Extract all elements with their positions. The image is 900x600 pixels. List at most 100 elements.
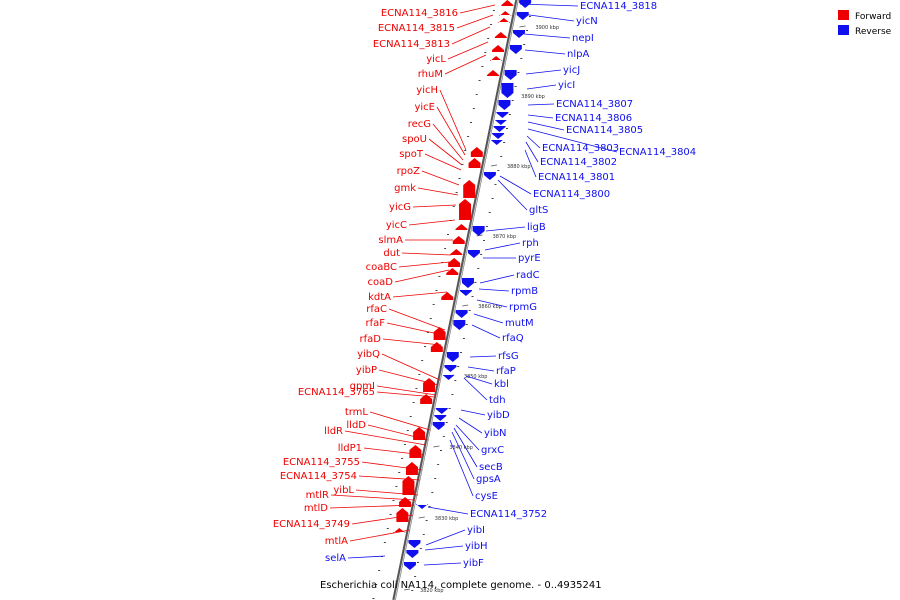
reverse-gene-label[interactable]: ECNA114_3800 [533, 189, 610, 200]
reverse-gene-label[interactable]: yibH [465, 541, 488, 552]
reverse-gene-label[interactable]: nepI [572, 33, 594, 44]
reverse-gene-label[interactable]: rfaQ [502, 333, 524, 344]
forward-gene-label[interactable]: rhuM [418, 69, 443, 80]
reverse-gene-arrow[interactable] [444, 365, 457, 372]
forward-gene-label[interactable]: yicC [386, 220, 407, 231]
reverse-gene-arrow[interactable] [406, 550, 419, 558]
forward-gene-label[interactable]: coaD [368, 277, 394, 288]
reverse-gene-label[interactable]: yicJ [563, 65, 580, 76]
reverse-gene-arrow[interactable] [435, 408, 448, 414]
forward-gene-label[interactable]: trmL [345, 407, 369, 418]
reverse-gene-label[interactable]: rpmG [509, 302, 537, 313]
reverse-gene-arrow[interactable] [432, 422, 445, 430]
forward-gene-arrow[interactable] [409, 445, 422, 458]
forward-gene-arrow[interactable] [450, 249, 463, 255]
forward-gene-label[interactable]: yibL [333, 485, 354, 496]
reverse-gene-label[interactable]: ECNA114_3806 [555, 113, 632, 124]
forward-gene-label[interactable]: dut [383, 248, 400, 259]
forward-gene-label[interactable]: rfaC [366, 304, 387, 315]
reverse-gene-label[interactable]: yibI [467, 525, 485, 536]
forward-gene-label[interactable]: yicL [426, 54, 446, 65]
forward-gene-arrow[interactable] [452, 236, 465, 244]
forward-gene-arrow[interactable] [402, 476, 415, 495]
reverse-gene-label[interactable]: gpsA [476, 474, 501, 485]
forward-gene-label[interactable]: rfaD [360, 334, 382, 345]
reverse-gene-arrow[interactable] [472, 226, 485, 236]
reverse-gene-label[interactable]: mutM [505, 318, 534, 329]
forward-gene-label[interactable]: yicH [416, 85, 438, 96]
forward-gene-arrow[interactable] [490, 56, 503, 61]
reverse-gene-label[interactable]: radC [516, 270, 540, 281]
forward-gene-label[interactable]: coaBC [366, 262, 397, 273]
reverse-gene-arrow[interactable] [483, 172, 496, 180]
forward-gene-arrow[interactable] [455, 224, 468, 230]
reverse-gene-arrow[interactable] [492, 133, 505, 139]
forward-gene-label[interactable]: slmA [378, 235, 403, 246]
reverse-gene-label[interactable]: ECNA114_3801 [538, 172, 615, 183]
forward-gene-label[interactable]: gpmI [350, 381, 375, 392]
reverse-gene-label[interactable]: yibN [484, 428, 507, 439]
forward-gene-label[interactable]: ECNA114_3816 [381, 8, 458, 19]
reverse-gene-arrow[interactable] [516, 12, 529, 20]
forward-gene-arrow[interactable] [423, 378, 436, 392]
forward-gene-label[interactable]: ECNA114_3813 [373, 39, 450, 50]
forward-gene-label[interactable]: yibQ [357, 349, 380, 360]
reverse-gene-label[interactable]: selA [325, 553, 346, 564]
forward-gene-label[interactable]: kdtA [368, 292, 391, 303]
forward-gene-label[interactable]: rpoZ [397, 166, 421, 177]
forward-gene-label[interactable]: ECNA114_3755 [283, 457, 360, 468]
forward-gene-arrow[interactable] [492, 45, 505, 52]
reverse-gene-arrow[interactable] [498, 100, 511, 110]
forward-gene-label[interactable]: rfaF [365, 318, 385, 329]
forward-gene-label[interactable]: spoU [402, 134, 427, 145]
forward-gene-arrow[interactable] [430, 342, 443, 352]
reverse-gene-label[interactable]: ECNA114_3802 [540, 157, 617, 168]
reverse-gene-label[interactable]: rfaP [496, 366, 516, 377]
forward-gene-label[interactable]: yicG [389, 202, 411, 213]
forward-gene-label[interactable]: lldD [346, 420, 366, 431]
forward-gene-arrow[interactable] [470, 147, 483, 157]
reverse-gene-label[interactable]: ECNA114_3804 [619, 147, 696, 158]
reverse-gene-label[interactable]: ECNA114_3752 [470, 509, 547, 520]
reverse-gene-arrow[interactable] [501, 83, 514, 98]
forward-gene-label[interactable]: ECNA114_3815 [378, 23, 455, 34]
reverse-gene-label[interactable]: grxC [481, 445, 504, 456]
reverse-gene-arrow[interactable] [459, 290, 472, 296]
reverse-gene-arrow[interactable] [494, 120, 507, 125]
reverse-gene-arrow[interactable] [467, 250, 480, 258]
reverse-gene-label[interactable]: tdh [489, 395, 506, 406]
forward-gene-label[interactable]: mtlD [304, 503, 328, 514]
reverse-gene-arrow[interactable] [403, 562, 416, 570]
reverse-gene-arrow[interactable] [513, 30, 526, 38]
forward-gene-arrow[interactable] [501, 0, 514, 6]
reverse-gene-label[interactable]: rpmB [511, 286, 538, 297]
forward-gene-label[interactable]: mtlR [306, 490, 329, 501]
forward-gene-label[interactable]: lldR [324, 426, 343, 437]
forward-gene-label[interactable]: ECNA114_3754 [280, 471, 357, 482]
forward-gene-label[interactable]: ECNA114_3765 [298, 387, 375, 398]
reverse-gene-arrow[interactable] [434, 415, 447, 421]
forward-gene-arrow[interactable] [433, 327, 446, 340]
reverse-gene-arrow[interactable] [446, 352, 459, 362]
reverse-gene-label[interactable]: yibD [487, 410, 510, 421]
forward-gene-arrow[interactable] [441, 292, 454, 300]
reverse-gene-label[interactable]: ligB [527, 222, 546, 233]
reverse-gene-label[interactable]: ECNA114_3807 [556, 99, 633, 110]
reverse-gene-label[interactable]: ECNA114_3803 [542, 143, 619, 154]
reverse-gene-arrow[interactable] [453, 320, 466, 330]
reverse-gene-arrow[interactable] [496, 112, 509, 118]
forward-gene-arrow[interactable] [487, 70, 500, 76]
forward-gene-label[interactable]: lldP1 [338, 443, 362, 454]
reverse-gene-label[interactable]: yibF [463, 558, 484, 569]
reverse-gene-label[interactable]: cysE [475, 491, 498, 502]
reverse-gene-label[interactable]: secB [479, 462, 503, 473]
forward-gene-arrow[interactable] [459, 199, 472, 220]
reverse-gene-label[interactable]: kbl [494, 379, 509, 390]
reverse-gene-arrow[interactable] [408, 540, 421, 548]
reverse-gene-arrow[interactable] [493, 126, 506, 132]
reverse-gene-label[interactable]: yicN [576, 16, 598, 27]
forward-gene-arrow[interactable] [468, 158, 481, 168]
forward-gene-arrow[interactable] [446, 268, 459, 275]
reverse-gene-label[interactable]: gltS [529, 205, 548, 216]
reverse-gene-label[interactable]: nlpA [567, 49, 589, 60]
